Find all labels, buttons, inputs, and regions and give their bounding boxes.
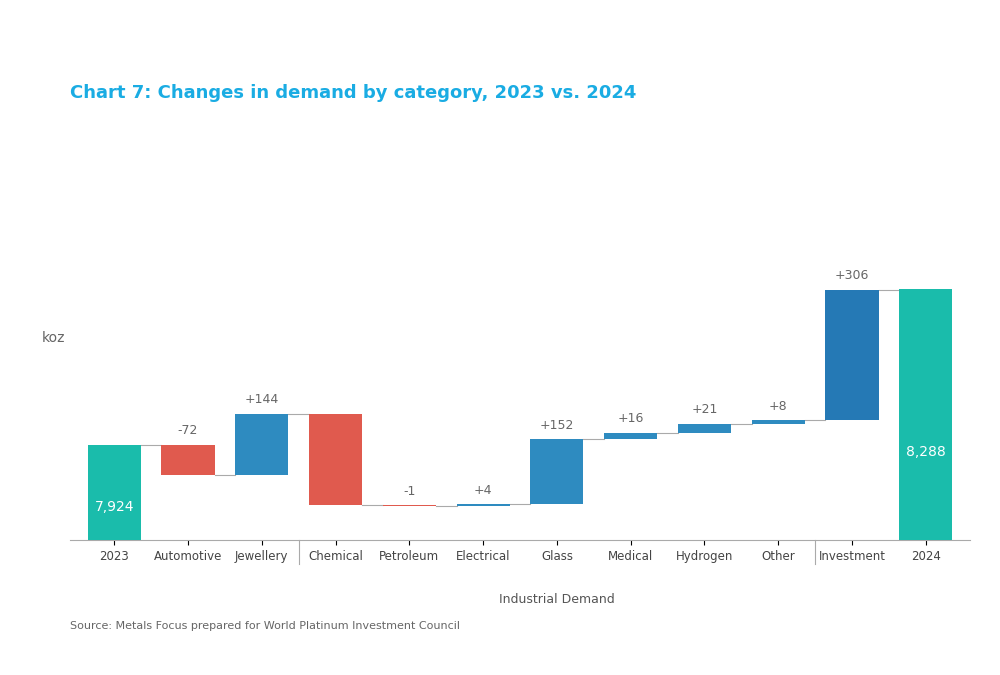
- Bar: [309, 414, 362, 506]
- Bar: [530, 439, 583, 504]
- Bar: [235, 414, 288, 475]
- Bar: [752, 421, 805, 424]
- Bar: [825, 290, 879, 421]
- Text: +4: +4: [474, 483, 492, 497]
- Text: +152: +152: [540, 418, 574, 432]
- Text: -215: -215: [321, 393, 350, 406]
- Text: -72: -72: [178, 424, 198, 437]
- Bar: [161, 445, 215, 475]
- Bar: [88, 445, 141, 540]
- Bar: [899, 290, 952, 540]
- Y-axis label: koz: koz: [42, 331, 65, 344]
- Text: +306: +306: [835, 269, 869, 282]
- Text: Source: Metals Focus prepared for World Platinum Investment Council: Source: Metals Focus prepared for World …: [70, 621, 460, 631]
- Text: +8: +8: [769, 400, 788, 412]
- Text: +16: +16: [617, 412, 644, 425]
- Text: +21: +21: [691, 403, 718, 416]
- Text: +144: +144: [245, 393, 279, 406]
- Text: 7,924: 7,924: [95, 500, 134, 514]
- Bar: [604, 433, 657, 439]
- Text: -1: -1: [403, 485, 416, 497]
- Text: Industrial Demand: Industrial Demand: [499, 593, 615, 605]
- Bar: [678, 424, 731, 433]
- Text: Chart 7: Changes in demand by category, 2023 vs. 2024: Chart 7: Changes in demand by category, …: [70, 84, 636, 103]
- Text: 8,288: 8,288: [906, 446, 946, 459]
- Bar: [457, 504, 510, 506]
